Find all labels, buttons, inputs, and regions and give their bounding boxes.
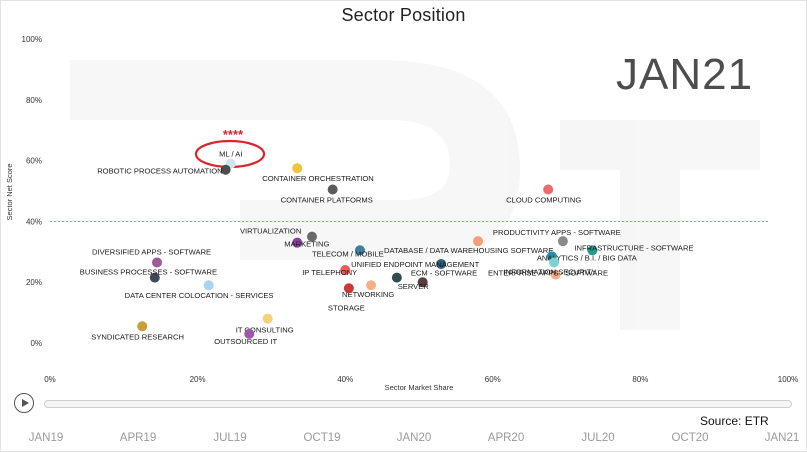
x-axis-title: Sector Market Share — [385, 383, 454, 392]
source-note: Source: ETR — [700, 414, 769, 428]
data-point-label: INFORMATION SECURITY — [504, 268, 597, 277]
data-point-label: NETWORKING — [342, 290, 394, 299]
data-point[interactable] — [366, 280, 377, 291]
x-tick-label: 60% — [485, 375, 501, 384]
data-point[interactable] — [543, 184, 554, 195]
timeline-label[interactable]: JAN21 — [764, 432, 800, 444]
play-icon — [22, 399, 29, 407]
data-point[interactable] — [137, 321, 148, 332]
timeline-label[interactable]: JUL19 — [213, 432, 247, 444]
data-point-label: VIRTUALIZATION — [240, 227, 301, 236]
x-tick-label: 100% — [778, 375, 798, 384]
timeline-label[interactable]: JAN20 — [396, 432, 432, 444]
y-tick-label: 0% — [30, 339, 42, 348]
play-button[interactable] — [14, 393, 34, 413]
data-point[interactable] — [340, 265, 351, 276]
data-point[interactable] — [327, 184, 338, 195]
data-point[interactable] — [343, 283, 354, 294]
data-point-label: ROBOTIC PROCESS AUTOMATION — [97, 167, 222, 176]
data-point-label: OUTSOURCED IT — [214, 337, 277, 346]
timeline-label[interactable]: JAN19 — [28, 432, 64, 444]
data-point-label: CONTAINER ORCHESTRATION — [262, 174, 374, 183]
x-tick-label: 20% — [190, 375, 206, 384]
timeline-label[interactable]: APR20 — [487, 432, 525, 444]
data-point[interactable] — [292, 237, 303, 248]
data-point[interactable] — [436, 258, 447, 269]
timeline-label[interactable]: OCT19 — [303, 432, 341, 444]
timeline-label[interactable]: APR19 — [119, 432, 157, 444]
data-point[interactable] — [149, 272, 160, 283]
data-point-label: DATA CENTER COLOCATION - SERVICES — [125, 291, 274, 300]
data-point[interactable] — [262, 313, 273, 324]
data-point-label: IT CONSULTING — [236, 326, 294, 335]
data-point-label: ML / AI — [219, 150, 242, 159]
timeline-label[interactable]: JUL20 — [581, 432, 615, 444]
highlight-stars: **** — [223, 127, 244, 142]
period-label: JAN21 — [616, 50, 754, 99]
x-tick-label: 40% — [337, 375, 353, 384]
data-point[interactable] — [354, 245, 365, 256]
data-point[interactable] — [587, 245, 598, 256]
data-point[interactable] — [244, 328, 255, 339]
data-point-label: ENTERPRISE APPS - SOFTWARE — [488, 268, 608, 277]
data-point-label: MARKETING — [284, 240, 329, 249]
data-point-label: TELECOM / MOBILE — [312, 249, 384, 258]
data-point-label: ECM - SOFTWARE — [411, 269, 477, 278]
y-tick-label: 40% — [26, 217, 42, 226]
data-point-label: BUSINESS PROCESSES - SOFTWARE — [80, 268, 217, 277]
data-point[interactable] — [292, 163, 303, 174]
timeline-labels: JAN19 APR19 JUL19 OCT19 JAN20 APR20 JUL20 OCT20… — [0, 430, 807, 450]
data-point-label: DIVERSIFIED APPS - SOFTWARE — [92, 247, 211, 256]
timeline-player — [10, 392, 798, 416]
data-point[interactable] — [220, 164, 231, 175]
data-point-label: INFRASTRUCTURE - SOFTWARE — [574, 243, 693, 252]
y-tick-label: 100% — [22, 35, 42, 44]
data-point-label: SYNDICATED RESEARCH — [91, 332, 184, 341]
x-tick-label: 0% — [44, 375, 56, 384]
y-tick-label: 80% — [26, 96, 42, 105]
background-watermark-shape — [70, 60, 760, 330]
data-point[interactable] — [549, 257, 560, 268]
timeline-label[interactable]: OCT20 — [671, 432, 709, 444]
y-tick-label: 20% — [26, 278, 42, 287]
data-point-label: PRODUCTIVITY APPS - SOFTWARE — [493, 228, 621, 237]
data-point[interactable] — [550, 269, 561, 280]
data-point[interactable] — [473, 236, 484, 247]
data-point[interactable] — [203, 280, 214, 291]
y-axis-title: Sector Net Score — [5, 163, 14, 220]
data-point[interactable] — [417, 277, 428, 288]
data-point-label: STORAGE — [328, 303, 365, 312]
data-point-label: CONTAINER PLATFORMS — [281, 195, 373, 204]
timeline-slider[interactable] — [44, 400, 792, 408]
x-tick-label: 80% — [632, 375, 648, 384]
data-point-label: ANALYTICS / B.I. / BIG DATA — [537, 253, 638, 262]
data-point-label: DATABASE / DATA WAREHOUSING SOFTWARE — [384, 246, 553, 255]
y-tick-label: 60% — [26, 157, 42, 166]
data-point-label: IP TELEPHONY — [302, 268, 357, 277]
data-point-label: CLOUD COMPUTING — [506, 195, 581, 204]
data-point[interactable] — [391, 272, 402, 283]
data-point[interactable] — [152, 257, 163, 268]
data-point[interactable] — [557, 236, 568, 247]
chart-title: Sector Position — [341, 5, 466, 25]
data-point-label: SERVER — [398, 282, 430, 291]
data-point[interactable] — [306, 231, 317, 242]
data-point-label: UNIFIED ENDPOINT MANAGEMENT — [351, 260, 479, 269]
